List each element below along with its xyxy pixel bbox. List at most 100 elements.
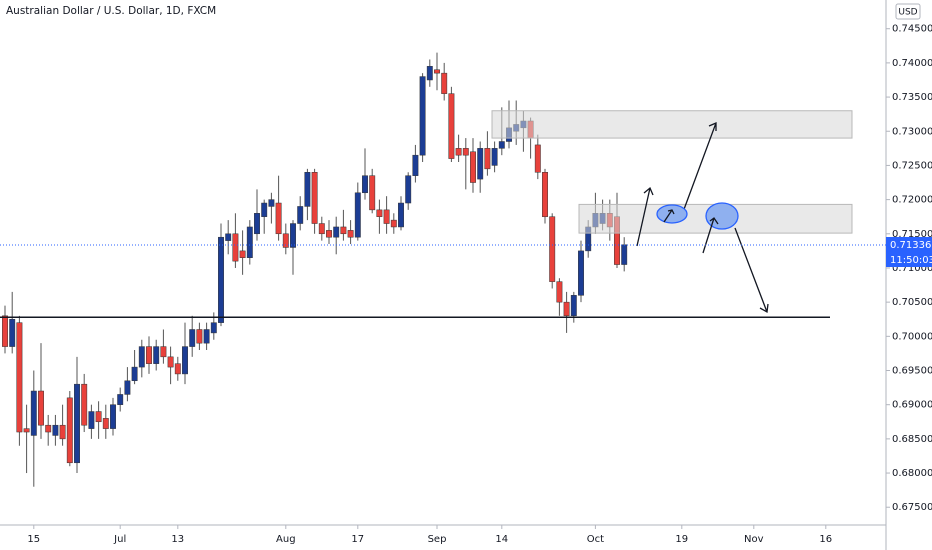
candle-body xyxy=(563,301,570,317)
candle-body xyxy=(376,209,383,217)
x-tick-label: Sep xyxy=(428,534,447,545)
candle-body xyxy=(311,172,318,224)
arrow xyxy=(663,209,675,223)
x-tick-label: Oct xyxy=(587,534,604,545)
candle-body xyxy=(498,141,505,149)
candle-body xyxy=(621,244,628,265)
candle-body xyxy=(268,199,275,207)
y-tick-label: 0.71000 xyxy=(892,263,932,274)
candle-body xyxy=(210,322,217,334)
currency-box[interactable] xyxy=(895,3,921,20)
x-tick-label: Jul xyxy=(113,534,126,545)
candle-body xyxy=(153,346,160,364)
candle-body xyxy=(52,424,59,436)
candle-body xyxy=(146,346,152,364)
y-tick-label: 0.70500 xyxy=(892,297,932,308)
y-tick-label: 0.72500 xyxy=(892,160,932,171)
candle-body xyxy=(138,346,145,368)
candle-body xyxy=(383,209,390,224)
arrow xyxy=(702,217,719,254)
y-tick-label: 0.71500 xyxy=(892,229,932,240)
candle-body xyxy=(66,397,73,464)
candle-body xyxy=(16,322,23,433)
candle-body xyxy=(254,213,260,235)
candle-body xyxy=(203,329,210,344)
candle-body xyxy=(81,383,88,426)
candle-body xyxy=(59,424,66,440)
candle-body xyxy=(390,219,397,228)
candle-body xyxy=(30,390,37,436)
candle-body xyxy=(218,236,224,323)
candle-body xyxy=(434,69,440,74)
candle-body xyxy=(297,206,304,224)
x-tick-label: 15 xyxy=(27,534,40,545)
candle-body xyxy=(304,172,311,207)
candle-body xyxy=(102,418,109,429)
candle-body xyxy=(455,148,462,156)
candle-body xyxy=(246,226,253,258)
candle-body xyxy=(182,346,188,375)
y-tick-label: 0.73000 xyxy=(892,126,932,137)
zone xyxy=(491,110,853,139)
ellipse xyxy=(656,204,688,224)
candle-body xyxy=(95,411,102,423)
candle-body xyxy=(534,144,541,173)
candle-body xyxy=(362,175,368,194)
candle-body xyxy=(282,233,289,248)
y-tick-label: 0.67500 xyxy=(892,502,932,513)
candle-body xyxy=(347,230,354,238)
y-tick-label: 0.74000 xyxy=(892,58,932,69)
candle-body xyxy=(462,148,469,156)
candle-body xyxy=(326,230,332,238)
candle-body xyxy=(88,411,95,429)
y-tick-label: 0.68500 xyxy=(892,434,932,445)
candle-body xyxy=(570,295,577,317)
x-tick-label: 14 xyxy=(495,534,508,545)
candle-body xyxy=(239,250,246,258)
candle-body xyxy=(167,356,174,368)
candle-body xyxy=(419,76,426,156)
candle-body xyxy=(38,390,44,426)
candle-body xyxy=(542,172,548,217)
chart-title: Australian Dollar / U.S. Dollar, 1D, FXC… xyxy=(6,5,216,17)
y-tick-label: 0.69000 xyxy=(892,400,932,411)
candle-body xyxy=(261,202,268,217)
candle-body xyxy=(196,329,203,344)
candle-body xyxy=(74,383,80,464)
last-price-label: 0.71336 xyxy=(890,240,931,251)
candle-body xyxy=(549,216,556,282)
axis: 0.67500 0.68000 0.68500 0.69000 0.69500 0.700… xyxy=(0,24,932,545)
candle-body xyxy=(477,148,484,180)
last-price-box xyxy=(886,237,932,252)
arrow xyxy=(682,122,717,213)
candle-body xyxy=(189,329,196,347)
candle-body xyxy=(318,223,325,235)
candle-body xyxy=(556,281,563,303)
x-tick-label: Nov xyxy=(744,534,764,545)
currency-label[interactable]: USD xyxy=(898,8,917,18)
x-tick-label: 13 xyxy=(171,534,184,545)
y-tick-label: 0.68000 xyxy=(892,468,932,479)
x-tick-label: 19 xyxy=(675,534,688,545)
candle-body xyxy=(9,318,16,347)
candle-body xyxy=(369,175,376,211)
candle-body xyxy=(131,366,138,382)
countdown-label: 11:50:03 xyxy=(890,255,932,266)
y-tick-label: 0.70000 xyxy=(892,331,932,342)
candles xyxy=(2,52,628,487)
x-tick-label: Aug xyxy=(276,534,296,545)
candle-body xyxy=(470,151,476,183)
countdown-box xyxy=(886,252,932,267)
candle-body xyxy=(448,93,455,159)
x-tick-label: 17 xyxy=(351,534,364,545)
candle-body xyxy=(491,148,498,166)
y-tick-label: 0.72000 xyxy=(892,195,932,206)
candle-body xyxy=(174,363,181,375)
candle-body xyxy=(484,148,491,170)
candle-body xyxy=(290,223,296,248)
candle-body xyxy=(333,226,340,238)
y-tick-label: 0.73500 xyxy=(892,92,932,103)
candle-body xyxy=(578,250,584,296)
candle-body xyxy=(275,202,282,235)
